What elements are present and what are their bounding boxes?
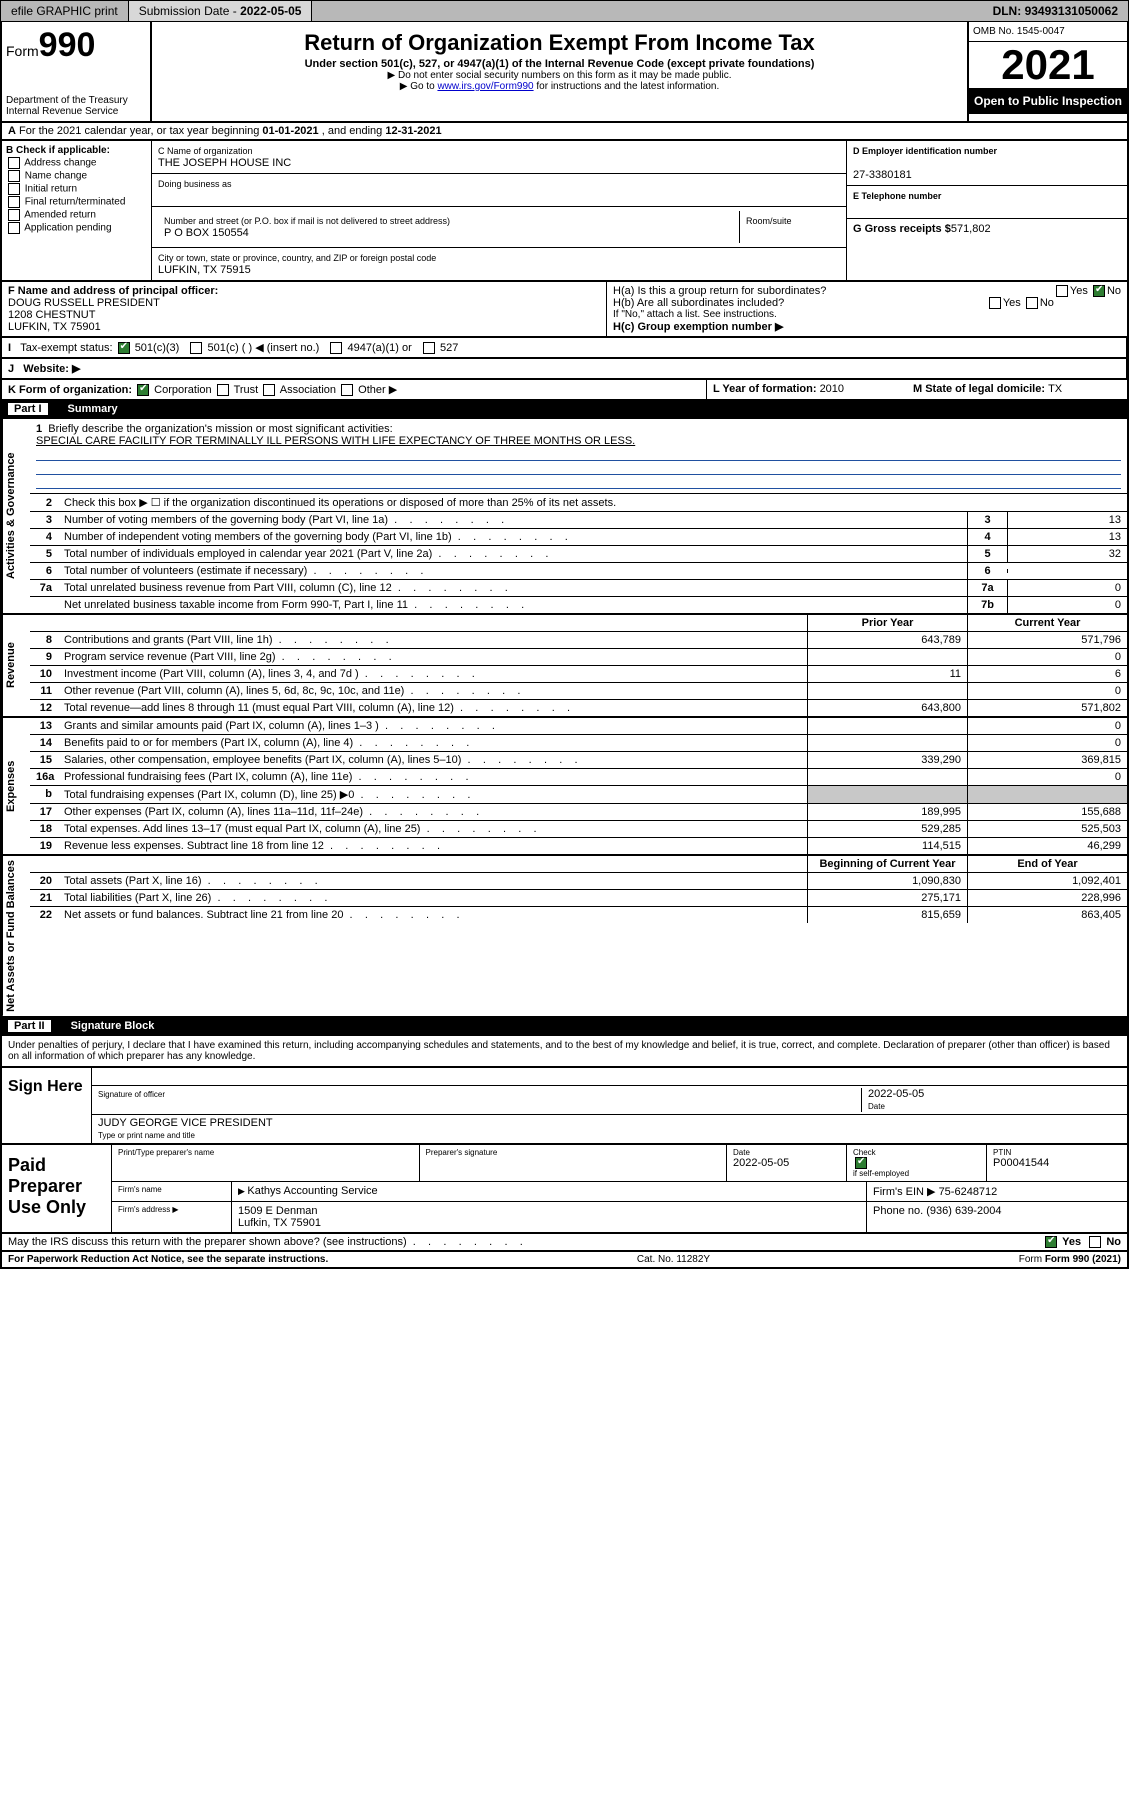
top-bar: efile GRAPHIC print Submission Date - 20… <box>0 0 1129 22</box>
omb-number: OMB No. 1545-0047 <box>969 22 1127 42</box>
submission-date: Submission Date - 2022-05-05 <box>129 1 313 21</box>
summary-row: 16aProfessional fundraising fees (Part I… <box>30 769 1127 786</box>
summary-row: 11Other revenue (Part VIII, column (A), … <box>30 683 1127 700</box>
summary-row: 13Grants and similar amounts paid (Part … <box>30 718 1127 735</box>
col-b-checkboxes: B Check if applicable: Address change Na… <box>2 141 152 280</box>
officer-signature: JUDY GEORGE VICE PRESIDENT <box>98 1117 273 1129</box>
efile-label[interactable]: efile GRAPHIC print <box>1 1 129 21</box>
summary-row: 4Number of independent voting members of… <box>30 529 1127 546</box>
note-link: ▶ Go to www.irs.gov/Form990 for instruct… <box>158 81 961 92</box>
group-return: H(a) Is this a group return for subordin… <box>607 282 1127 336</box>
row-i: I Tax-exempt status: 501(c)(3) 501(c) ( … <box>0 338 1129 359</box>
summary-row: 14Benefits paid to or for members (Part … <box>30 735 1127 752</box>
summary-section: RevenuePrior YearCurrent Year8Contributi… <box>0 615 1129 718</box>
summary-row: 8Contributions and grants (Part VIII, li… <box>30 632 1127 649</box>
summary-row: 15Salaries, other compensation, employee… <box>30 752 1127 769</box>
row-f-h: F Name and address of principal officer:… <box>0 282 1129 338</box>
block-bcde: B Check if applicable: Address change Na… <box>0 141 1129 282</box>
summary-row: 10Investment income (Part VIII, column (… <box>30 666 1127 683</box>
dln: DLN: 93493131050062 <box>983 1 1128 21</box>
summary-row: 3Number of voting members of the governi… <box>30 512 1127 529</box>
irs-link[interactable]: www.irs.gov/Form990 <box>437 81 533 92</box>
summary-row: 20Total assets (Part X, line 16)1,090,83… <box>30 873 1127 890</box>
ein: 27-3380181 <box>853 169 912 181</box>
summary-row: 22Net assets or fund balances. Subtract … <box>30 907 1127 923</box>
checkbox-final-return-terminated[interactable]: Final return/terminated <box>6 196 147 208</box>
checkbox-address-change[interactable]: Address change <box>6 157 147 169</box>
dept-label: Department of the Treasury Internal Reve… <box>6 95 146 117</box>
gross-receipts: 571,802 <box>951 223 991 235</box>
summary-row: 7aTotal unrelated business revenue from … <box>30 580 1127 597</box>
note-ssn: ▶ Do not enter social security numbers o… <box>158 70 961 81</box>
summary-row: 21Total liabilities (Part X, line 26)275… <box>30 890 1127 907</box>
sign-here: Sign Here Signature of officer 2022-05-0… <box>0 1068 1129 1145</box>
summary-row: Net unrelated business taxable income fr… <box>30 597 1127 613</box>
row-a-taxyear: A For the 2021 calendar year, or tax yea… <box>0 123 1129 141</box>
open-public: Open to Public Inspection <box>969 88 1127 114</box>
org-name: THE JOSEPH HOUSE INC <box>158 157 291 169</box>
summary-row: 19Revenue less expenses. Subtract line 1… <box>30 838 1127 854</box>
checkbox-application-pending[interactable]: Application pending <box>6 222 147 234</box>
checkbox-initial-return[interactable]: Initial return <box>6 183 147 195</box>
form-subtitle: Under section 501(c), 527, or 4947(a)(1)… <box>158 58 961 70</box>
summary-row: 12Total revenue—add lines 8 through 11 (… <box>30 700 1127 716</box>
signature-intro: Under penalties of perjury, I declare th… <box>0 1036 1129 1068</box>
tax-year: 2021 <box>969 42 1127 88</box>
checkbox-name-change[interactable]: Name change <box>6 170 147 182</box>
form-header: Form990 Department of the Treasury Inter… <box>0 22 1129 123</box>
form-number: Form990 <box>6 26 146 65</box>
firm-name: Kathys Accounting Service <box>247 1185 377 1197</box>
summary-section: Net Assets or Fund BalancesBeginning of … <box>0 856 1129 1018</box>
paid-preparer: Paid Preparer Use Only Print/Type prepar… <box>0 1145 1129 1234</box>
mission-text: SPECIAL CARE FACILITY FOR TERMINALLY ILL… <box>36 435 635 447</box>
summary-row: 5Total number of individuals employed in… <box>30 546 1127 563</box>
row-klm: K Form of organization: Corporation Trus… <box>0 380 1129 401</box>
summary-section: Expenses13Grants and similar amounts pai… <box>0 718 1129 856</box>
discuss-question: May the IRS discuss this return with the… <box>0 1234 1129 1252</box>
part2-header: Part II Signature Block <box>0 1018 1129 1036</box>
summary-row: 9Program service revenue (Part VIII, lin… <box>30 649 1127 666</box>
org-address: P O BOX 150554 <box>164 227 249 239</box>
officer-name: DOUG RUSSELL PRESIDENT <box>8 297 160 309</box>
summary-governance: Activities & Governance 1 Briefly descri… <box>0 419 1129 615</box>
summary-row: 6Total number of volunteers (estimate if… <box>30 563 1127 580</box>
form-title: Return of Organization Exempt From Incom… <box>158 30 961 56</box>
summary-row: 17Other expenses (Part IX, column (A), l… <box>30 804 1127 821</box>
summary-row: 18Total expenses. Add lines 13–17 (must … <box>30 821 1127 838</box>
footer: For Paperwork Reduction Act Notice, see … <box>0 1252 1129 1269</box>
org-city: LUFKIN, TX 75915 <box>158 264 251 276</box>
part1-header: Part I Summary <box>0 401 1129 419</box>
col-de: D Employer identification number 27-3380… <box>847 141 1127 280</box>
row-j: J Website: ▶ <box>0 359 1129 380</box>
summary-row: bTotal fundraising expenses (Part IX, co… <box>30 786 1127 804</box>
checkbox-amended-return[interactable]: Amended return <box>6 209 147 221</box>
col-c-org: C Name of organization THE JOSEPH HOUSE … <box>152 141 847 280</box>
